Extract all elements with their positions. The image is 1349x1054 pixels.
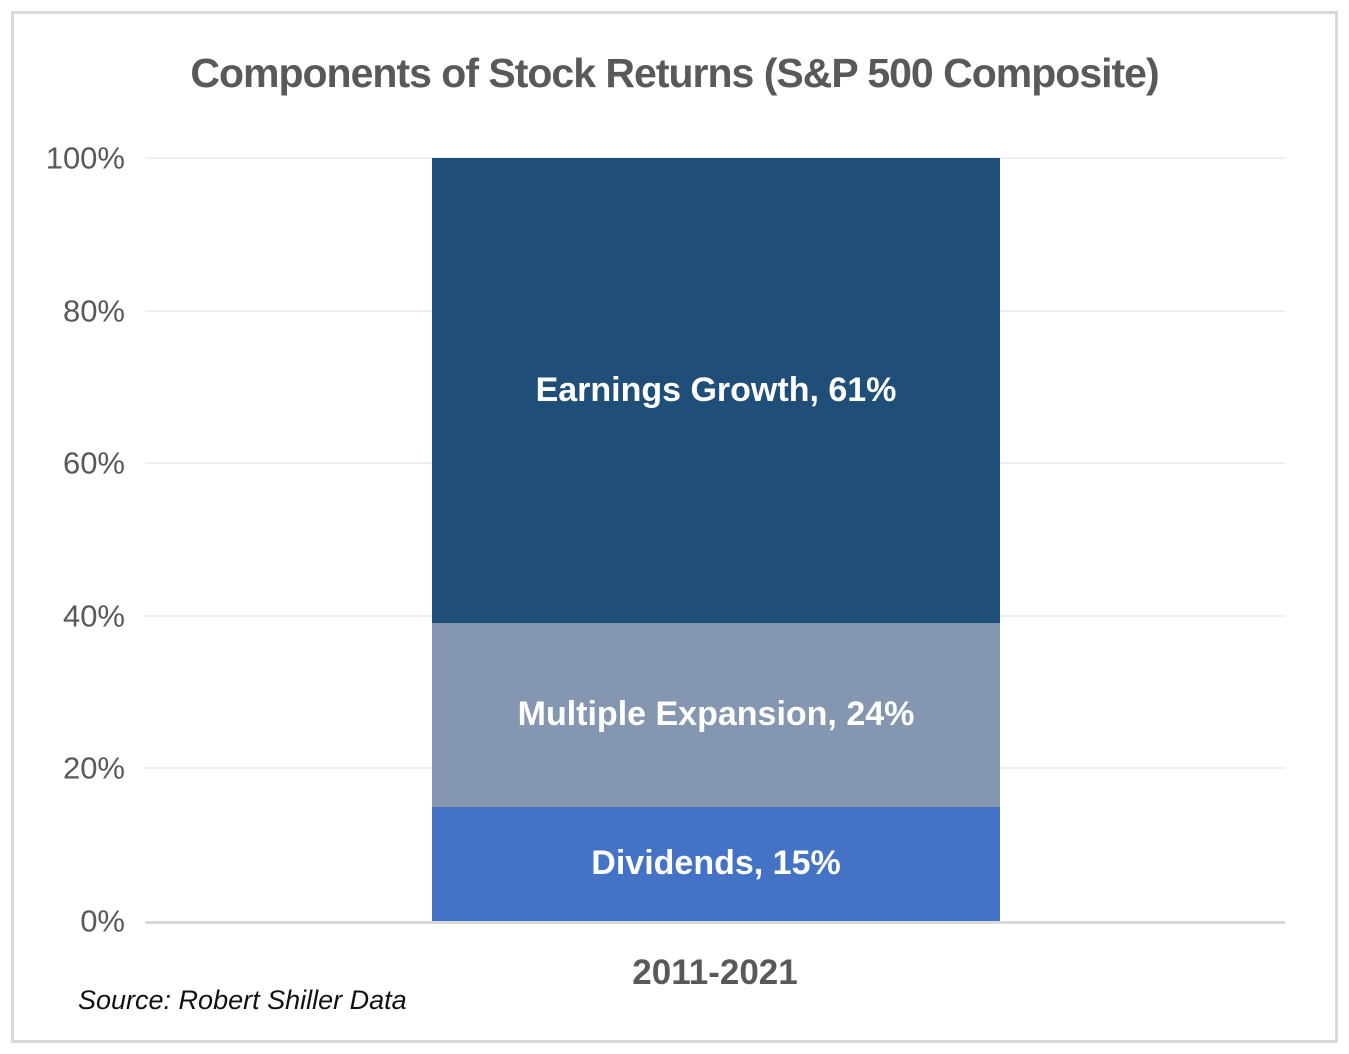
plot-area: Earnings Growth, 61% Multiple Expansion, … <box>46 143 1285 937</box>
bar-segment-multiple-expansion: Multiple Expansion, 24% <box>432 623 1000 807</box>
source-note: Source: Robert Shiller Data <box>78 985 407 1015</box>
chart-title: Components of Stock Returns (S&P 500 Com… <box>190 50 1159 96</box>
y-tick-label: 0% <box>80 903 125 939</box>
bar-segment-earnings-growth: Earnings Growth, 61% <box>432 158 1000 624</box>
bar-segment-dividends: Dividends, 15% <box>432 806 1000 921</box>
x-axis-category-label: 2011-2021 <box>632 953 798 992</box>
y-tick-label: 100% <box>45 140 125 176</box>
bar-segment-label: Earnings Growth, 61% <box>535 371 897 410</box>
bar-segment-label: Multiple Expansion, 24% <box>517 695 915 734</box>
bar-segment-label: Dividends, 15% <box>591 844 841 883</box>
y-tick-label: 60% <box>62 445 125 481</box>
gridline-0% <box>145 921 1285 924</box>
stacked-bar: Earnings Growth, 61% Multiple Expansion, … <box>432 158 1000 921</box>
y-tick-label: 40% <box>62 598 125 634</box>
y-tick-label: 20% <box>62 750 125 786</box>
y-tick-label: 80% <box>62 293 125 329</box>
